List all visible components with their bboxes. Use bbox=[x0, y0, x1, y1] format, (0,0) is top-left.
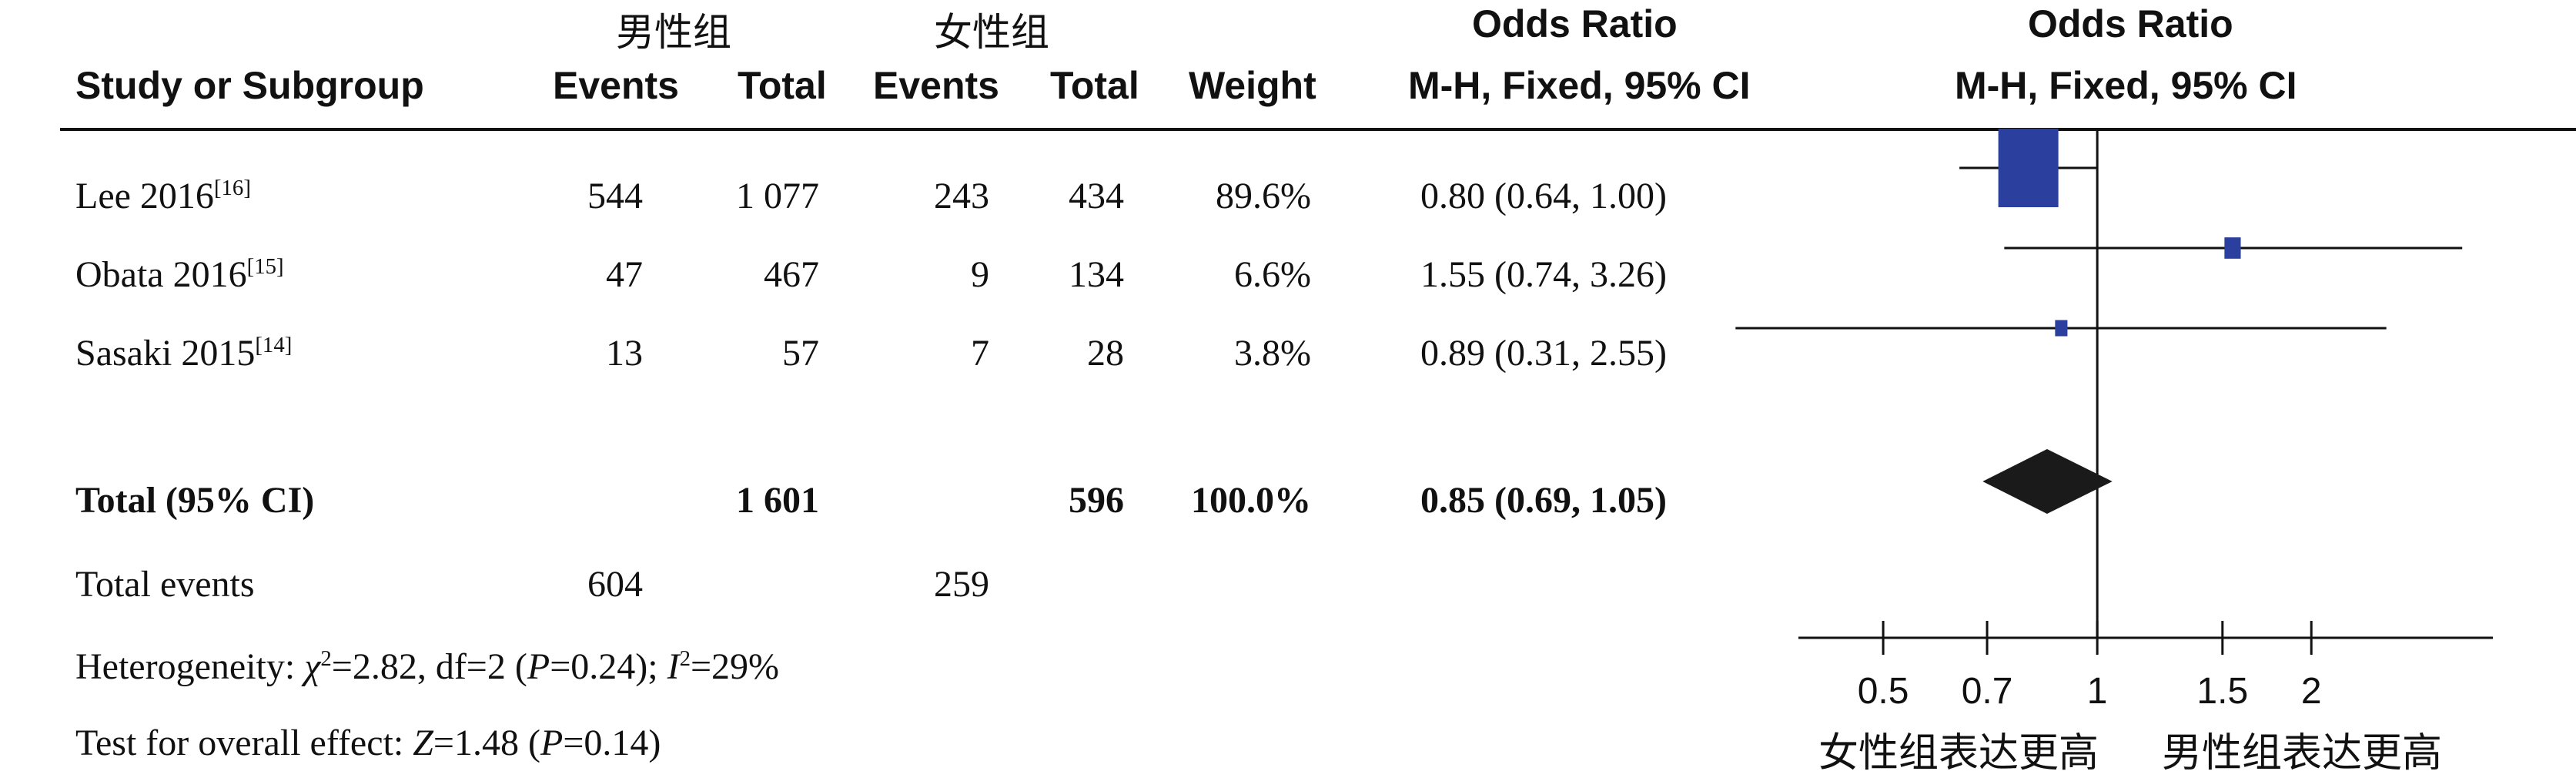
weight-cell: 6.6% bbox=[1234, 254, 1311, 295]
p-value: =0.24); bbox=[550, 646, 667, 687]
x-tick-label: 0.5 bbox=[1858, 671, 1909, 712]
overall-p-symbol: P bbox=[540, 723, 564, 763]
x-tick-label: 1 bbox=[2087, 671, 2108, 712]
z-symbol: Z bbox=[413, 723, 433, 763]
weight-cell: 89.6% bbox=[1216, 176, 1311, 216]
total2-cell: 134 bbox=[1069, 254, 1124, 295]
x-tick-label: 2 bbox=[2301, 671, 2322, 712]
weight-cell: 3.8% bbox=[1234, 333, 1311, 374]
overall-prefix: Test for overall effect: bbox=[75, 723, 413, 763]
total2-cell: 434 bbox=[1069, 176, 1124, 216]
total-events-label: Total events bbox=[75, 564, 255, 605]
events2-cell: 243 bbox=[934, 176, 989, 216]
col-total2-header: Total bbox=[1050, 64, 1139, 107]
study-reference: [16] bbox=[213, 176, 251, 200]
col-total1-header: Total bbox=[738, 64, 827, 107]
total2-sum: 596 bbox=[1069, 480, 1124, 521]
events2-cell: 9 bbox=[971, 254, 989, 295]
col-events2-header: Events bbox=[873, 64, 999, 107]
total1-cell: 1 077 bbox=[736, 176, 819, 216]
study-reference: [15] bbox=[246, 254, 284, 279]
group1-header: 男性组 bbox=[616, 10, 731, 55]
events2-cell: 7 bbox=[971, 333, 989, 374]
col-study-header: Study or Subgroup bbox=[75, 64, 424, 107]
heterogeneity-text: Heterogeneity: χ2=2.82, df=2 (P=0.24); I… bbox=[75, 646, 779, 688]
events1-cell: 13 bbox=[606, 333, 643, 374]
total-label: Total (95% CI) bbox=[75, 480, 315, 521]
total-events1: 604 bbox=[587, 564, 643, 605]
events1-cell: 47 bbox=[606, 254, 643, 295]
study-square bbox=[1998, 129, 2059, 207]
or-method-table: M-H, Fixed, 95% CI bbox=[1408, 64, 1751, 107]
favours-female-caption: 女性组表达更高 bbox=[1818, 730, 2099, 776]
i-value: =29% bbox=[690, 646, 780, 687]
x-tick-label: 0.7 bbox=[1962, 671, 2013, 712]
study-square bbox=[2224, 237, 2241, 259]
or-method-plot: M-H, Fixed, 95% CI bbox=[1955, 64, 2297, 107]
overall-effect-text: Test for overall effect: Z=1.48 (P=0.14) bbox=[75, 722, 661, 764]
total-or: 0.85 (0.69, 1.05) bbox=[1420, 480, 1667, 521]
header-rule bbox=[60, 128, 2576, 131]
study-reference: [14] bbox=[255, 333, 293, 357]
chi-value: =2.82, df=2 ( bbox=[331, 646, 527, 687]
pooled-diamond bbox=[1982, 449, 2113, 514]
study-label: Obata 2016 bbox=[75, 254, 247, 295]
or-cell: 0.89 (0.31, 2.55) bbox=[1420, 333, 1667, 374]
z-value: =1.48 ( bbox=[433, 723, 540, 763]
study-square bbox=[2055, 320, 2068, 337]
total1-cell: 467 bbox=[764, 254, 819, 295]
chi-symbol: χ bbox=[304, 646, 321, 687]
study-name: Obata 2016[15] bbox=[75, 253, 284, 296]
or-title-plot: Odds Ratio bbox=[2028, 2, 2233, 45]
heterogeneity-prefix: Heterogeneity: bbox=[75, 646, 305, 687]
study-name: Lee 2016[16] bbox=[75, 175, 251, 217]
total2-cell: 28 bbox=[1087, 333, 1124, 374]
study-label: Lee 2016 bbox=[75, 176, 214, 216]
total1-cell: 57 bbox=[782, 333, 819, 374]
or-title-table: Odds Ratio bbox=[1472, 2, 1678, 45]
favours-male-caption: 男性组表达更高 bbox=[2162, 730, 2443, 776]
col-weight-header: Weight bbox=[1189, 64, 1316, 107]
total-weight: 100.0% bbox=[1191, 480, 1311, 521]
col-events1-header: Events bbox=[553, 64, 679, 107]
group2-header: 女性组 bbox=[934, 10, 1049, 55]
events1-cell: 544 bbox=[587, 176, 643, 216]
chi-exponent: 2 bbox=[320, 646, 332, 671]
or-cell: 0.80 (0.64, 1.00) bbox=[1420, 176, 1667, 216]
study-name: Sasaki 2015[14] bbox=[75, 332, 292, 374]
i-exponent: 2 bbox=[679, 646, 691, 671]
x-tick-label: 1.5 bbox=[2196, 671, 2248, 712]
total1-sum: 1 601 bbox=[736, 480, 819, 521]
i-symbol: I bbox=[667, 646, 680, 687]
or-cell: 1.55 (0.74, 3.26) bbox=[1420, 254, 1667, 295]
p-symbol: P bbox=[527, 646, 550, 687]
study-label: Sasaki 2015 bbox=[75, 333, 256, 374]
total-events2: 259 bbox=[934, 564, 989, 605]
overall-p-value: =0.14) bbox=[563, 723, 661, 763]
